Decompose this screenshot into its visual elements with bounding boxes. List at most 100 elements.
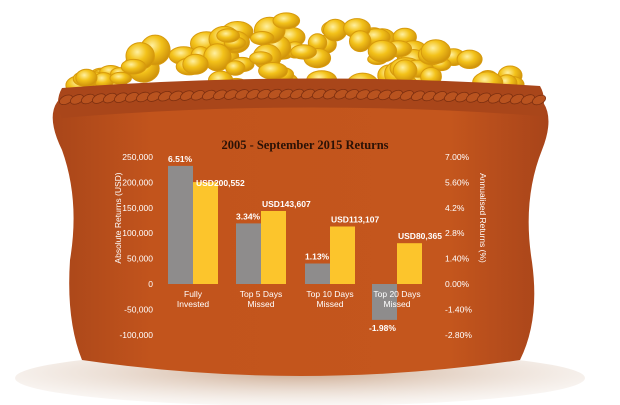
rim-weave-strand bbox=[202, 89, 216, 101]
rim-weave-strand bbox=[334, 88, 348, 100]
rim-weave-strand bbox=[301, 88, 315, 100]
coin bbox=[258, 62, 288, 80]
rim-weave-strand bbox=[367, 89, 381, 100]
bars bbox=[168, 165, 422, 320]
rim-weave-strand bbox=[411, 90, 425, 101]
data-label-percent: 3.34% bbox=[236, 211, 261, 221]
rim-weave-strand bbox=[191, 90, 205, 101]
rim-weave-strand bbox=[290, 88, 304, 100]
rim-weave-strand bbox=[532, 94, 546, 106]
coin bbox=[272, 12, 301, 30]
coin bbox=[349, 30, 372, 53]
rim-weave-strand bbox=[422, 90, 436, 102]
y-tick-right: -2.80% bbox=[445, 330, 472, 340]
coin bbox=[109, 71, 132, 85]
rim-weave-strand bbox=[257, 88, 271, 100]
rim-weave-strand bbox=[455, 91, 469, 103]
rim-weave-strand bbox=[378, 89, 392, 101]
rim-weave-strand bbox=[81, 93, 95, 105]
rim-weave-strand bbox=[433, 91, 447, 102]
bar-absolute-return bbox=[397, 243, 422, 284]
category-label: Invested bbox=[177, 299, 209, 309]
y-tick-right: 2.8% bbox=[445, 228, 465, 238]
y-axis-title-right: Annualised Returns (%) bbox=[478, 173, 488, 263]
y-tick-right: 5.60% bbox=[445, 177, 470, 187]
bar-annualised-return bbox=[305, 263, 330, 284]
rim-weave-strand bbox=[114, 92, 128, 103]
rim-weave-strand bbox=[356, 89, 370, 100]
rim-weave-strand bbox=[59, 94, 73, 106]
coin bbox=[182, 53, 209, 75]
bar-absolute-return bbox=[193, 182, 218, 284]
category-label: Top 10 Days bbox=[306, 289, 353, 299]
coin bbox=[367, 39, 398, 63]
rim-weave-strand bbox=[213, 89, 227, 101]
y-tick-right: -1.40% bbox=[445, 304, 472, 314]
bar-absolute-return bbox=[330, 226, 355, 284]
rim-weave-strand bbox=[224, 89, 238, 100]
coin bbox=[420, 39, 451, 64]
rim-weave-strand bbox=[499, 93, 513, 104]
y-axis-title-left: Absolute Returns (USD) bbox=[113, 172, 123, 263]
coin bbox=[392, 59, 418, 83]
coin bbox=[216, 28, 240, 43]
y-tick-left: -50,000 bbox=[124, 304, 153, 314]
y-tick-left: 100,000 bbox=[122, 228, 153, 238]
rim-weave-strand bbox=[103, 92, 117, 104]
rim-weave-strand bbox=[389, 89, 403, 101]
y-tick-right: 4.2% bbox=[445, 203, 465, 213]
rim-weave-strand bbox=[180, 90, 194, 101]
bar-annualised-return bbox=[372, 284, 397, 320]
rim-weave-strand bbox=[136, 91, 150, 103]
rim-weave-strand bbox=[147, 91, 161, 102]
y-tick-left: 150,000 bbox=[122, 203, 153, 213]
rim-weave-strand bbox=[158, 90, 172, 102]
rim-weave-strand bbox=[169, 90, 183, 102]
rim-weave-strand bbox=[400, 90, 414, 101]
rim-weave-strand bbox=[510, 93, 524, 105]
rim-weave-strand bbox=[466, 92, 480, 103]
bar-annualised-return bbox=[168, 165, 193, 284]
category-label: Missed bbox=[248, 299, 275, 309]
chart-area: 2005 - September 2015 Returns Absolute R… bbox=[113, 138, 488, 340]
data-label-usd: USD113,107 bbox=[331, 215, 379, 225]
category-label: Top 20 Days bbox=[373, 289, 420, 299]
y-tick-right: 0.00% bbox=[445, 279, 470, 289]
coin bbox=[456, 49, 483, 69]
y-tick-left: 250,000 bbox=[122, 152, 153, 162]
sack-rim-weave bbox=[59, 88, 546, 106]
rim-weave-strand bbox=[279, 88, 293, 100]
coin bbox=[290, 44, 317, 60]
category-label: Fully bbox=[184, 289, 203, 299]
rim-weave-strand bbox=[323, 88, 337, 100]
y-axis-left-ticks: 250,000 200,000 150,000 100,000 50,000 0 -50,0… bbox=[119, 152, 153, 340]
y-tick-left: 0 bbox=[148, 279, 153, 289]
category-label: Top 5 Days bbox=[240, 289, 283, 299]
bar-absolute-return bbox=[261, 211, 286, 284]
data-label-usd: USD80,365 bbox=[398, 231, 442, 241]
y-tick-left: -100,000 bbox=[119, 330, 153, 340]
y-tick-left: 50,000 bbox=[127, 254, 153, 264]
rim-weave-strand bbox=[477, 92, 491, 104]
rim-weave-strand bbox=[268, 88, 282, 100]
data-label-percent: -1.98% bbox=[369, 323, 396, 333]
coin bbox=[120, 58, 147, 75]
coin bbox=[249, 51, 273, 65]
category-label: Missed bbox=[384, 299, 411, 309]
rim-weave-strand bbox=[345, 89, 359, 100]
y-tick-left: 200,000 bbox=[122, 177, 153, 187]
coin-pile bbox=[65, 12, 525, 105]
chart-title: 2005 - September 2015 Returns bbox=[221, 138, 388, 152]
data-labels: 6.51% USD200,552 3.34%USD143,607 1.13% USD11… bbox=[168, 154, 442, 333]
y-axis-right-ticks: 7.00% 5.60% 4.2% 2.8% 1.40% 0.00% -1.40% -2.80% bbox=[445, 152, 472, 340]
rim-weave-strand bbox=[92, 93, 106, 104]
category-label: Missed bbox=[317, 299, 344, 309]
coin bbox=[75, 68, 98, 87]
data-label-usd: USD143,607 bbox=[262, 199, 311, 209]
rim-weave-strand bbox=[488, 93, 502, 104]
coin bbox=[250, 30, 275, 46]
data-label-percent: 6.51% bbox=[168, 154, 193, 164]
coin bbox=[225, 60, 246, 76]
